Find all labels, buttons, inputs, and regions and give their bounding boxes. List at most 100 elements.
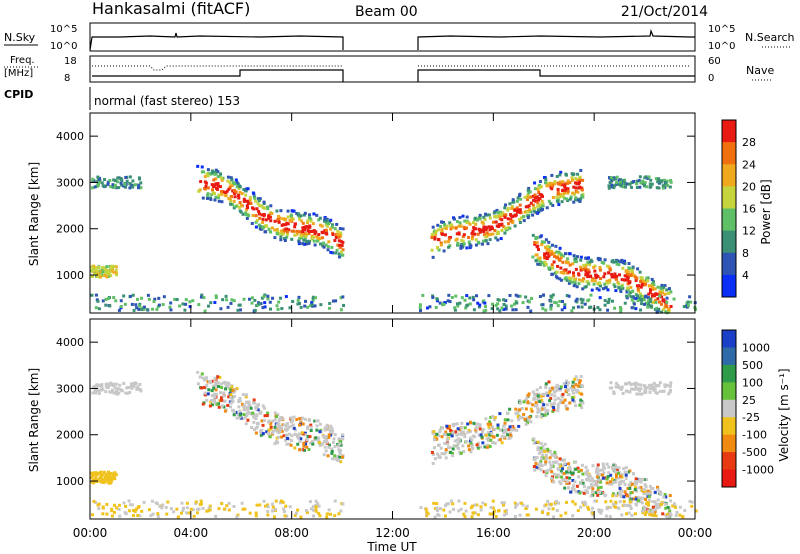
velocity-point [99, 470, 103, 474]
velocity-point [218, 399, 222, 403]
power-point [440, 228, 444, 232]
power-point [553, 300, 557, 304]
velocity-point [288, 432, 292, 436]
power-point [574, 186, 578, 190]
power-point [574, 177, 578, 181]
velocity-point [560, 471, 564, 475]
velocity-point [475, 426, 479, 430]
power-point [656, 292, 660, 296]
velocity-point [563, 486, 567, 490]
velocity-point [268, 435, 272, 439]
velocity-point [580, 383, 584, 387]
power-point [459, 246, 463, 250]
power-point [436, 237, 440, 241]
velocity-point [481, 428, 485, 432]
velocity-point [540, 400, 544, 404]
velocity-point [644, 485, 648, 489]
velocity-point [625, 382, 629, 386]
velocity-frame [89, 318, 696, 520]
power-point [467, 240, 471, 244]
velocity-point [131, 514, 135, 518]
velocity-point [562, 472, 566, 476]
velocity-point [230, 385, 234, 389]
velocity-point [529, 420, 533, 424]
velocity-point [201, 402, 205, 406]
power-point [543, 252, 547, 256]
velocity-point [307, 447, 311, 451]
velocity-point [115, 506, 119, 510]
power-point [542, 240, 546, 244]
velocity-point [101, 388, 105, 392]
power-point [602, 275, 606, 279]
power-point [515, 301, 519, 305]
velocity-point [500, 428, 504, 432]
velocity-point [469, 442, 473, 446]
velocity-point [539, 442, 543, 446]
power-point [480, 220, 484, 224]
velocity-point [617, 471, 621, 475]
velocity-point [240, 501, 244, 505]
power-point [613, 306, 617, 310]
power-point [299, 219, 303, 223]
power-point [296, 298, 300, 302]
power-point [540, 194, 544, 198]
power-point [625, 296, 629, 300]
velocity-point [560, 458, 564, 462]
velocity-point [341, 502, 345, 506]
velocity-colorbar-swatch [722, 364, 736, 383]
power-point [624, 269, 628, 273]
velocity-point [542, 470, 546, 474]
velocity-point [559, 482, 563, 486]
velocity-point [311, 508, 315, 512]
power-point [447, 237, 451, 241]
power-point [640, 298, 644, 302]
power-point [627, 262, 631, 266]
power-point [440, 232, 444, 236]
velocity-point [217, 405, 221, 409]
power-point [228, 197, 232, 201]
power-point [572, 274, 576, 278]
power-point [534, 199, 538, 203]
power-point [297, 301, 301, 305]
power-point [319, 223, 323, 227]
velocity-point [553, 394, 557, 398]
power-point [302, 213, 306, 217]
velocity-point [304, 508, 308, 512]
velocity-point [149, 514, 153, 518]
power-point [562, 269, 566, 273]
power-point [491, 302, 495, 306]
power-point [236, 308, 240, 312]
velocity-point [435, 502, 439, 506]
power-point [305, 242, 309, 246]
velocity-point [213, 398, 217, 402]
power-point [549, 294, 553, 298]
power-point [135, 306, 139, 310]
power-point [206, 192, 210, 196]
velocity-point [520, 501, 524, 505]
velocity-point [493, 418, 497, 422]
power-point [460, 242, 464, 246]
power-point [128, 175, 132, 179]
velocity-point [604, 514, 608, 518]
power-point [557, 250, 561, 254]
power-point [538, 192, 542, 196]
velocity-point [556, 473, 560, 477]
velocity-point [564, 404, 568, 408]
velocity-point [219, 382, 223, 386]
velocity-point [225, 504, 229, 508]
power-point [567, 270, 571, 274]
velocity-point [614, 470, 618, 474]
velocity-point [581, 401, 585, 405]
velocity-point [571, 500, 575, 504]
velocity-point [109, 476, 113, 480]
power-point [433, 237, 437, 241]
power-point [533, 193, 537, 197]
power-point [556, 181, 560, 185]
power-point [609, 176, 613, 180]
power-point [471, 295, 475, 299]
cpid-label: CPID [4, 88, 33, 101]
velocity-point [500, 434, 504, 438]
velocity-point [650, 513, 654, 517]
velocity-colorbar-swatch [722, 452, 736, 471]
velocity-point [594, 491, 598, 495]
